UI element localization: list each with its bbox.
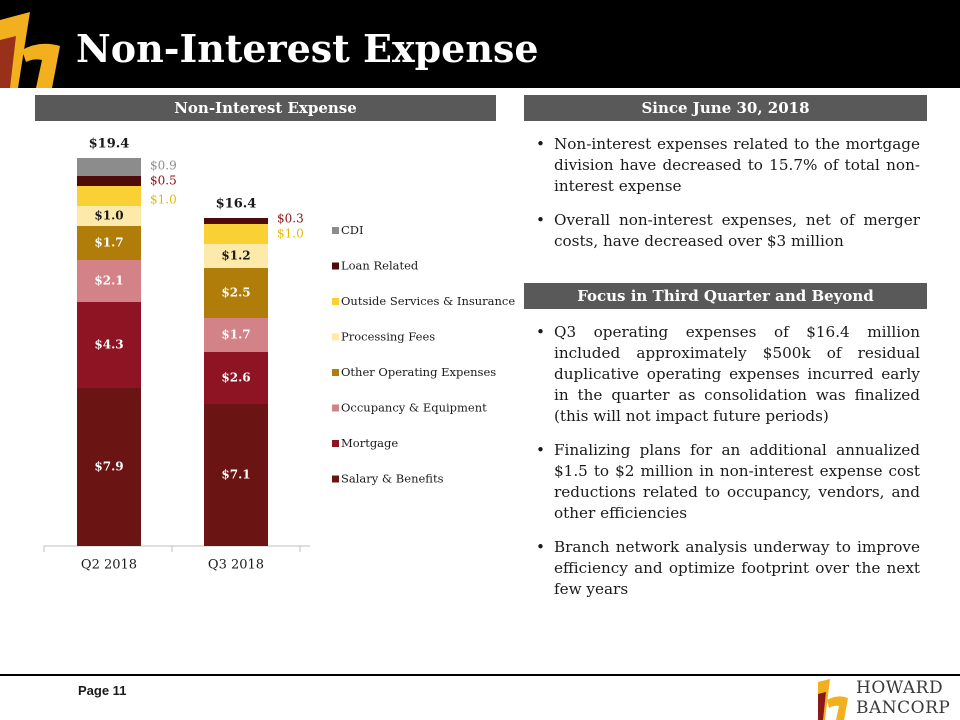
bar-data-label: $1.0 xyxy=(94,209,123,223)
bar-segment xyxy=(77,226,141,260)
page-number: Page 11 xyxy=(78,683,127,698)
legend-swatch xyxy=(332,298,339,305)
bar-segment xyxy=(204,218,268,224)
bar-segment xyxy=(204,352,268,404)
bar-data-label: $7.1 xyxy=(221,468,250,482)
legend-label: Other Operating Expenses xyxy=(341,365,496,379)
since-bullet: Overall non-interest expenses, net of me… xyxy=(530,210,920,252)
legend-label: CDI xyxy=(341,223,364,237)
bar-data-label: $7.9 xyxy=(94,460,123,474)
x-tick-label: Q3 2018 xyxy=(208,558,264,573)
bar-segment xyxy=(77,186,141,206)
bar-segment xyxy=(77,158,141,176)
bar-data-label: $2.6 xyxy=(221,371,250,385)
bar-data-label: $2.1 xyxy=(94,274,123,288)
bar-data-label: $1.7 xyxy=(221,328,250,342)
since-bullet-list: Non-interest expenses related to the mor… xyxy=(530,134,920,265)
focus-bullet-list: Q3 operating expenses of $16.4 million i… xyxy=(530,322,920,613)
bar-data-label: $0.5 xyxy=(150,174,177,188)
bar-data-label: $0.3 xyxy=(277,212,304,226)
bar-data-label: $2.5 xyxy=(221,286,250,300)
legend-swatch xyxy=(332,333,339,341)
bar-segment xyxy=(204,224,268,244)
bar-segment xyxy=(204,268,268,318)
bar-segment xyxy=(204,404,268,546)
bar-segment xyxy=(77,206,141,226)
bar-data-label: $1.7 xyxy=(94,236,123,250)
bar-data-label: $4.3 xyxy=(94,338,123,352)
howard-bancorp-logo-icon xyxy=(818,679,848,720)
bar-segment xyxy=(204,318,268,352)
bar-total-label: $16.4 xyxy=(216,197,257,212)
bar-data-label: $1.2 xyxy=(221,249,250,263)
bar-segment xyxy=(77,176,141,186)
legend-label: Salary & Benefits xyxy=(341,472,444,486)
legend-swatch xyxy=(332,404,339,412)
legend-swatch xyxy=(332,369,339,376)
focus-bullet: Branch network analysis underway to impr… xyxy=(530,537,920,600)
brand-name-line-2: BANCORP xyxy=(856,698,951,718)
bar-segment xyxy=(77,302,141,388)
since-section-header: Since June 30, 2018 xyxy=(524,95,927,121)
legend-swatch xyxy=(332,475,339,483)
legend-swatch xyxy=(332,262,339,270)
since-bullet: Non-interest expenses related to the mor… xyxy=(530,134,920,197)
chart-section-header: Non-Interest Expense xyxy=(35,95,496,121)
legend-swatch xyxy=(332,227,339,234)
legend-label: Processing Fees xyxy=(341,330,435,344)
bar-data-label: $0.9 xyxy=(150,159,177,173)
bar-segment xyxy=(204,244,268,268)
legend-label: Mortgage xyxy=(341,436,398,450)
title-bar: Non-Interest Expense xyxy=(0,0,960,88)
legend-swatch xyxy=(332,440,339,447)
legend-label: Outside Services & Insurance xyxy=(341,294,515,308)
footer-rule xyxy=(0,674,960,676)
page-title: Non-Interest Expense xyxy=(76,26,539,71)
howard-logo-icon xyxy=(0,12,60,88)
bar-segment xyxy=(77,388,141,546)
x-tick-label: Q2 2018 xyxy=(81,558,137,573)
brand-name-line-1: HOWARD xyxy=(856,678,944,698)
legend-label: Loan Related xyxy=(341,259,419,273)
bar-total-label: $19.4 xyxy=(89,137,130,152)
footer-logo: HOWARD BANCORP xyxy=(814,676,950,720)
legend-label: Occupancy & Equipment xyxy=(341,401,487,415)
focus-bullet: Finalizing plans for an additional annua… xyxy=(530,440,920,524)
focus-section-header: Focus in Third Quarter and Beyond xyxy=(524,283,927,309)
focus-bullet: Q3 operating expenses of $16.4 million i… xyxy=(530,322,920,427)
bar-data-label: $1.0 xyxy=(277,227,304,241)
bar-data-label: $1.0 xyxy=(150,193,177,207)
bar-segment xyxy=(77,260,141,302)
